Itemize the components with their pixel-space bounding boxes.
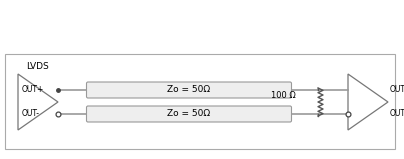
Text: OUT+: OUT+ <box>390 86 404 94</box>
Text: Zo = 50Ω: Zo = 50Ω <box>167 86 210 94</box>
FancyBboxPatch shape <box>86 82 292 98</box>
Bar <box>5 54 395 149</box>
Text: OUT-: OUT- <box>390 110 404 118</box>
Text: OUT-: OUT- <box>22 110 40 118</box>
Text: LVDS: LVDS <box>26 62 49 71</box>
FancyBboxPatch shape <box>86 106 292 122</box>
Text: 100 Ω: 100 Ω <box>271 91 296 100</box>
Text: OUT+: OUT+ <box>22 86 44 94</box>
Text: Zo = 50Ω: Zo = 50Ω <box>167 110 210 118</box>
